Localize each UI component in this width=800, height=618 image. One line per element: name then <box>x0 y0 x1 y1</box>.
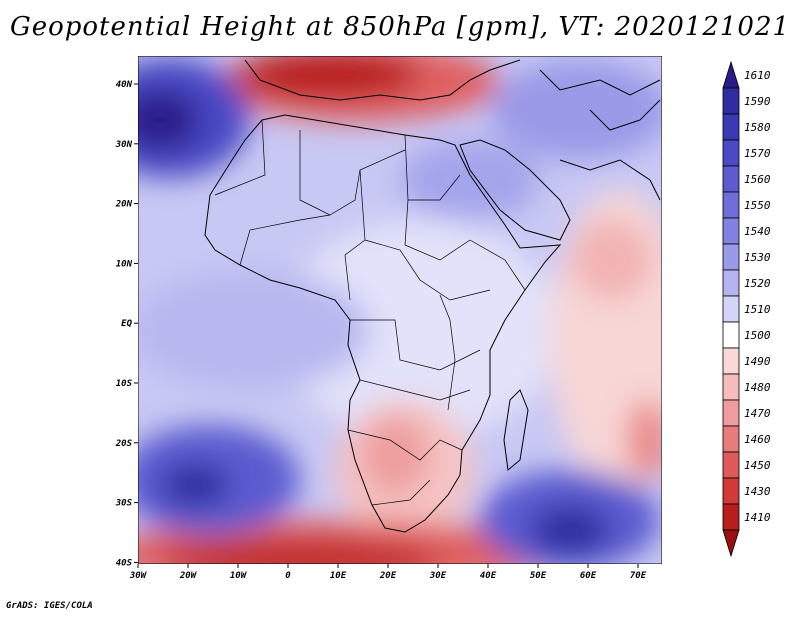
map-title: Geopotential Height at 850hPa [gpm], VT:… <box>9 12 791 42</box>
colorbar-swatch <box>722 529 740 558</box>
colorbar-label: 1540 <box>744 225 771 238</box>
lon-tick-label: 20W <box>179 571 198 581</box>
colorbar-swatch <box>722 269 740 297</box>
colorbar-label: 1460 <box>744 433 771 446</box>
colorbar-label: 1450 <box>744 459 771 472</box>
colorbar-swatch <box>722 191 740 219</box>
colorbar-swatch <box>722 503 740 531</box>
lon-tick-label: 70E <box>630 571 647 581</box>
lat-tick-label: 40N <box>116 80 133 90</box>
lon-tick-label: 60E <box>580 571 597 581</box>
height-field <box>138 56 662 564</box>
colorbar-swatch <box>722 347 740 375</box>
lon-tick-label: 50E <box>530 571 547 581</box>
colorbar-swatch <box>722 60 740 89</box>
colorbar-label: 1590 <box>744 95 771 108</box>
lon-tick-label: 30W <box>129 571 148 581</box>
colorbar-label: 1580 <box>744 121 771 134</box>
latitude-axis: 40N 30N 20N 10N EQ 10S 20S 30S 40S <box>115 80 138 568</box>
lat-tick-label: 20N <box>115 200 133 210</box>
colorbar-swatch <box>722 217 740 245</box>
colorbar-label: 1530 <box>744 251 771 264</box>
colorbar-label: 1550 <box>744 199 771 212</box>
colorbar-label: 1430 <box>744 485 771 498</box>
lon-tick-label: 10E <box>330 571 347 581</box>
colorbar-swatch <box>722 139 740 167</box>
lon-tick-label: 30E <box>429 571 447 581</box>
colorbar-label: 1560 <box>744 173 771 186</box>
colorbar: 1610 1590 1580 1570 1560 1550 1540 1530 1520 1510… <box>722 60 771 558</box>
colorbar-label: 1510 <box>744 303 771 316</box>
colorbar-swatch <box>722 451 740 479</box>
credit-text: GrADS: IGES/COLA <box>6 601 93 611</box>
colorbar-swatch <box>722 295 740 323</box>
colorbar-swatch <box>722 373 740 401</box>
lat-tick-label: 10N <box>116 259 133 269</box>
lat-tick-label: EQ <box>121 319 132 329</box>
lat-tick-label: 40S <box>116 558 133 568</box>
longitude-axis: 30W 20W 10W 0 10E 20E 30E 40E 50E 60E 70E <box>129 564 647 581</box>
colorbar-label: 1520 <box>744 277 771 290</box>
lon-tick-label: 10W <box>230 571 248 581</box>
lat-tick-label: 20S <box>115 439 133 449</box>
lon-tick-label: 0 <box>285 571 291 581</box>
colorbar-swatch <box>722 321 740 349</box>
colorbar-swatch <box>722 87 740 115</box>
colorbar-swatch <box>722 425 740 453</box>
lat-tick-label: 30S <box>115 499 133 509</box>
colorbar-swatch <box>722 243 740 271</box>
country-borders <box>214 119 526 506</box>
colorbar-label: 1480 <box>744 381 771 394</box>
lat-tick-label: 30N <box>115 140 133 150</box>
lat-tick-label: 10S <box>116 379 133 389</box>
colorbar-swatch <box>722 399 740 427</box>
colorbar-label: 1610 <box>744 69 771 82</box>
colorbar-label: 1410 <box>744 511 771 524</box>
colorbar-label: 1570 <box>744 147 771 160</box>
lon-tick-label: 40E <box>480 571 497 581</box>
colorbar-label: 1490 <box>744 355 771 368</box>
colorbar-label: 1500 <box>744 329 771 342</box>
colorbar-swatch <box>722 165 740 193</box>
colorbar-swatch <box>722 113 740 141</box>
colorbar-swatch <box>722 477 740 505</box>
colorbar-label: 1470 <box>744 407 771 420</box>
lon-tick-label: 20E <box>379 571 397 581</box>
